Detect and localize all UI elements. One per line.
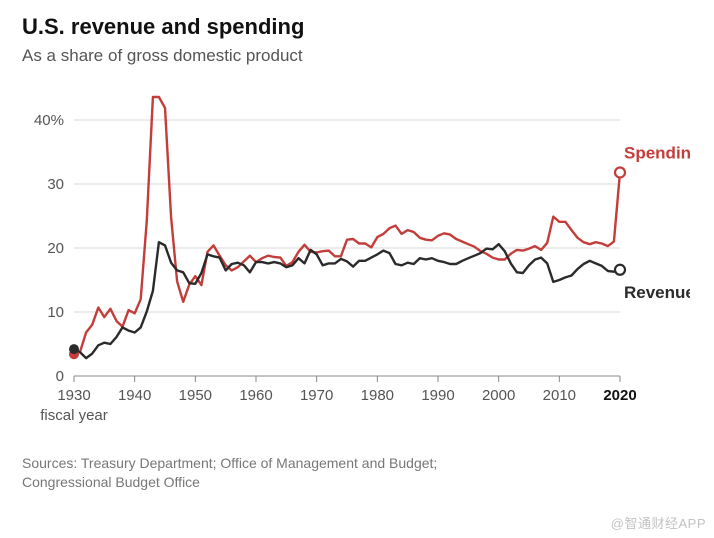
x-tick-label: 1940 [118, 387, 151, 404]
series-label-spending: Spending [624, 143, 690, 162]
chart-sources: Sources: Treasury Department; Office of … [22, 454, 692, 492]
series-label-revenue: Revenue [624, 283, 690, 302]
sources-line-1: Sources: Treasury Department; Office of … [22, 454, 692, 473]
series-end-marker-spending [615, 167, 625, 177]
x-tick-label: 2000 [482, 387, 515, 404]
series-line-spending [74, 97, 620, 354]
x-tick-label: 1980 [361, 387, 394, 404]
y-tick-label: 20 [47, 240, 64, 257]
series-end-marker-revenue [615, 265, 625, 275]
x-tick-label: 2020 [603, 387, 636, 404]
watermark: @智通财经APP [611, 513, 706, 532]
page-title: U.S. revenue and spending [22, 14, 692, 40]
page-subtitle: As a share of gross domestic product [22, 46, 692, 66]
revenue-spending-chart: 0 10 20 30 40% 1930 1940 1950 1960 1970 1980 1990 20… [22, 76, 690, 436]
sources-line-2: Congressional Budget Office [22, 473, 692, 492]
x-tick-label: 1960 [239, 387, 272, 404]
series-start-marker-revenue [69, 344, 79, 354]
x-tick-label: 1990 [421, 387, 454, 404]
x-tick-label: 2010 [543, 387, 576, 404]
x-axis-label: fiscal year [40, 407, 108, 424]
y-tick-label: 0 [56, 368, 64, 385]
x-tick-label: 1930 [57, 387, 90, 404]
series-line-revenue [74, 242, 620, 358]
x-tick-label: 1970 [300, 387, 333, 404]
x-tick-label: 1950 [179, 387, 212, 404]
y-tick-label: 30 [47, 176, 64, 193]
y-tick-label: 40% [34, 112, 64, 129]
y-tick-label: 10 [47, 304, 64, 321]
